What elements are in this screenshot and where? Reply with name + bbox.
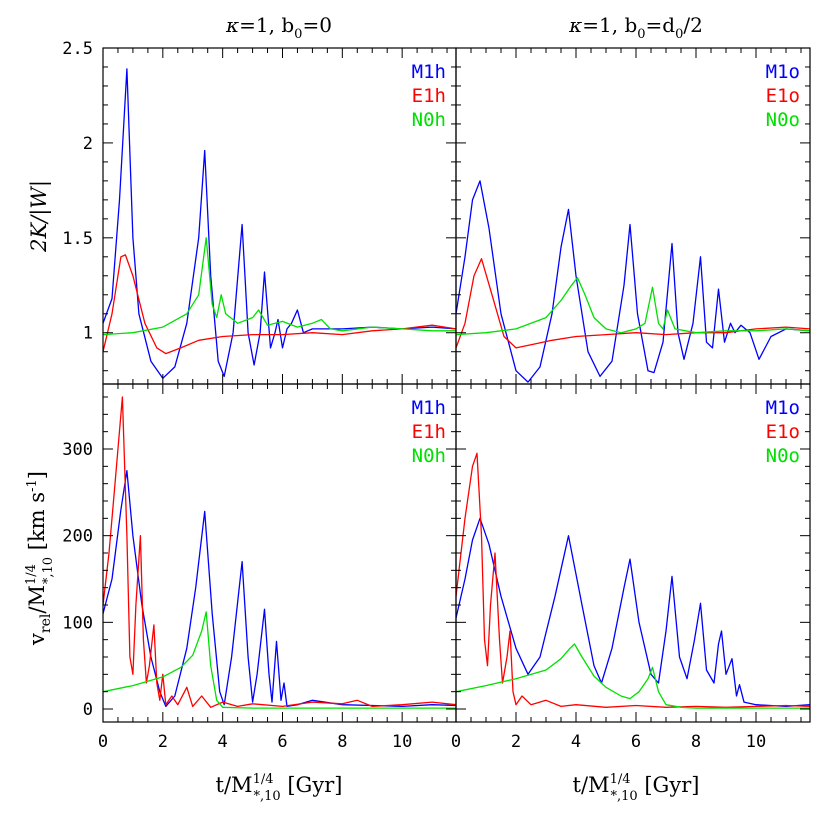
series-line-M1o (456, 180, 810, 383)
legend-entry-M1o: M1o (766, 61, 800, 83)
legend-entry-M1h: M1h (412, 61, 446, 83)
y-tick-label: 200 (62, 527, 93, 547)
series-line-E1h (103, 396, 456, 708)
x-tick-label: 4 (218, 732, 228, 752)
y-tick-label: 1.5 (62, 229, 93, 249)
x-tick-label: 6 (277, 732, 287, 752)
x-tick-label: 2 (511, 732, 521, 752)
series-line-N0o (456, 277, 810, 336)
legend-entry-N0o: N0o (766, 445, 800, 467)
series-line-M1o (456, 517, 810, 708)
ylabel-top: 2K/|W| (27, 180, 52, 253)
legend-entry-E1o: E1o (766, 421, 800, 443)
plot-frame (455, 47, 811, 385)
legend-entry-N0h: N0h (412, 109, 446, 131)
legend-entry-E1h: E1h (412, 421, 446, 443)
series-line-E1h (103, 254, 456, 355)
y-tick-label: 2.5 (62, 39, 93, 59)
legend-entry-E1h: E1h (412, 85, 446, 107)
y-tick-label: 100 (62, 613, 93, 633)
series-line-M1h (103, 68, 456, 379)
plot-frame (455, 383, 811, 723)
y-tick-label: 2 (83, 134, 93, 154)
legend-entry-N0o: N0o (766, 109, 800, 131)
plot-frame (102, 47, 457, 385)
y-tick-label: 1 (83, 324, 93, 344)
x-tick-label: 2 (158, 732, 168, 752)
x-tick-label: 0 (451, 732, 461, 752)
legend-entry-N0h: N0h (412, 445, 446, 467)
legend-entry-E1o: E1o (766, 85, 800, 107)
series-line-N0h (103, 237, 456, 336)
x-tick-label: 8 (337, 732, 347, 752)
xlabel-left: t/M1/4 *,10 [Gyr] (216, 772, 343, 804)
x-tick-label: 0 (98, 732, 108, 752)
y-tick-label: 300 (62, 440, 93, 460)
x-tick-label: 10 (392, 732, 412, 752)
x-tick-label: 6 (631, 732, 641, 752)
title-right: κ=1, b0=d0/2 (568, 13, 703, 42)
title-left: κ=1, b0=0 (225, 13, 332, 42)
ylabel-bottom: vrel/M1/4 *,10 [km s-1] (24, 471, 56, 646)
y-tick-label: 0 (83, 700, 93, 720)
legend-entry-M1o: M1o (766, 397, 800, 419)
series-line-N0o (456, 643, 810, 709)
x-tick-label: 10 (746, 732, 766, 752)
series-line-E1o (456, 258, 810, 349)
series-line-N0h (103, 611, 456, 709)
xlabel-right: t/M1/4 *,10 [Gyr] (573, 772, 700, 804)
x-tick-label: 8 (691, 732, 701, 752)
x-tick-label: 4 (571, 732, 581, 752)
legend-entry-M1h: M1h (412, 397, 446, 419)
